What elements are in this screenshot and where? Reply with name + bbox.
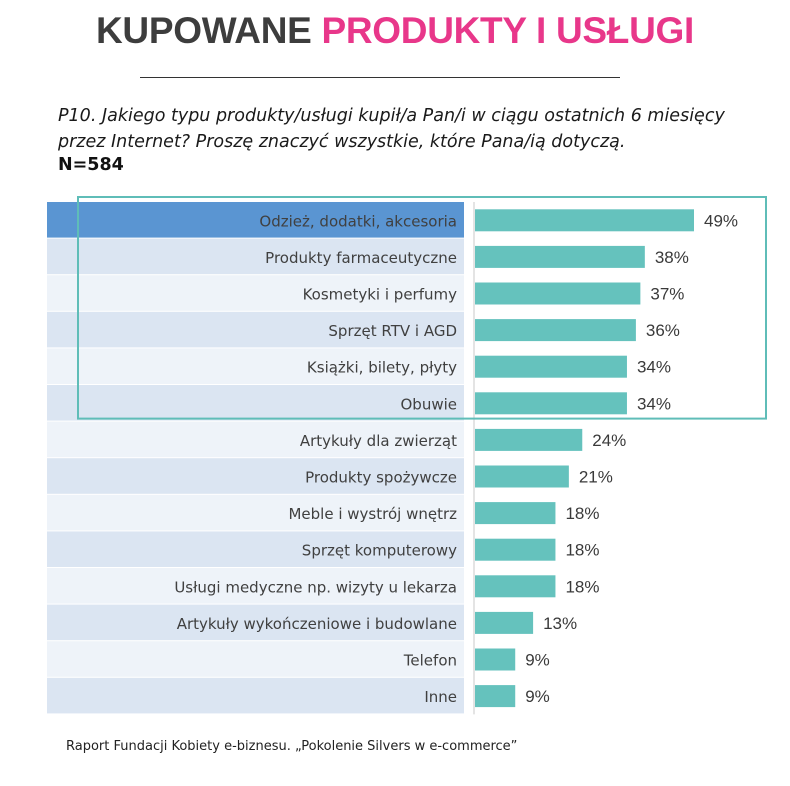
bar	[475, 648, 516, 671]
category-band	[47, 275, 464, 311]
bar	[475, 245, 645, 268]
value-label: 13%	[543, 614, 577, 633]
category-band	[47, 421, 464, 458]
value-label: 9%	[525, 687, 550, 706]
page-title: KUPOWANE PRODUKTY I USŁUGI	[0, 10, 790, 52]
value-label: 37%	[650, 285, 684, 304]
category-band	[47, 238, 464, 275]
category-label: Meble i wystrój wnętrz	[288, 505, 457, 523]
category-band	[47, 494, 464, 531]
category-band	[47, 202, 464, 238]
bar	[475, 575, 556, 598]
category-label: Książki, bilety, płyty	[307, 359, 457, 377]
value-label: 9%	[525, 651, 550, 670]
bar	[475, 428, 583, 451]
value-label: 18%	[565, 541, 599, 560]
category-label: Obuwie	[401, 395, 458, 413]
source-note: Raport Fundacji Kobiety e-biznesu. „Poko…	[66, 739, 518, 754]
category-label: Sprzęt komputerowy	[302, 542, 457, 560]
category-band	[47, 531, 464, 567]
value-label: 24%	[592, 431, 626, 450]
category-band	[47, 311, 464, 348]
category-band	[47, 677, 464, 714]
sample-size: N=584	[58, 155, 124, 175]
question-text: P10. Jakiego typu produkty/usługi kupił/…	[58, 106, 725, 152]
category-band	[47, 348, 464, 384]
bar	[475, 685, 516, 708]
category-label: Inne	[424, 688, 457, 706]
category-label: Produkty farmaceutyczne	[265, 249, 457, 267]
value-label: 18%	[565, 577, 599, 596]
category-band	[47, 641, 464, 677]
bar	[475, 209, 694, 232]
bar	[475, 355, 627, 378]
value-label: 36%	[646, 321, 680, 340]
category-label: Usługi medyczne np. wizyty u lekarza	[174, 578, 457, 596]
category-band	[47, 385, 464, 421]
value-label: 21%	[579, 468, 613, 487]
title-divider	[140, 77, 620, 78]
value-label: 49%	[704, 211, 738, 230]
value-label: 34%	[637, 358, 671, 377]
bar	[475, 502, 556, 525]
highlight-box	[77, 196, 767, 420]
bar	[475, 611, 534, 634]
category-label: Telefon	[403, 652, 457, 670]
category-label: Sprzęt RTV i AGD	[328, 322, 457, 340]
category-label: Kosmetyki i perfumy	[303, 286, 458, 304]
bar	[475, 392, 627, 415]
bar	[475, 282, 641, 305]
category-label: Artykuły wykończeniowe i budowlane	[177, 615, 457, 633]
category-band	[47, 604, 464, 641]
category-label: Produkty spożywcze	[305, 469, 457, 487]
category-band	[47, 458, 464, 494]
category-label: Odzież, dodatki, akcesoria	[259, 212, 457, 230]
value-label: 34%	[637, 394, 671, 413]
title-part-2: PRODUKTY I USŁUGI	[321, 10, 695, 51]
bar	[475, 538, 556, 561]
title-part-1: KUPOWANE	[96, 10, 312, 51]
bar	[475, 465, 569, 488]
category-label: Artykuły dla zwierząt	[300, 432, 457, 450]
value-label: 18%	[565, 504, 599, 523]
value-label: 38%	[655, 248, 689, 267]
category-band	[47, 568, 464, 604]
bar	[475, 319, 636, 342]
